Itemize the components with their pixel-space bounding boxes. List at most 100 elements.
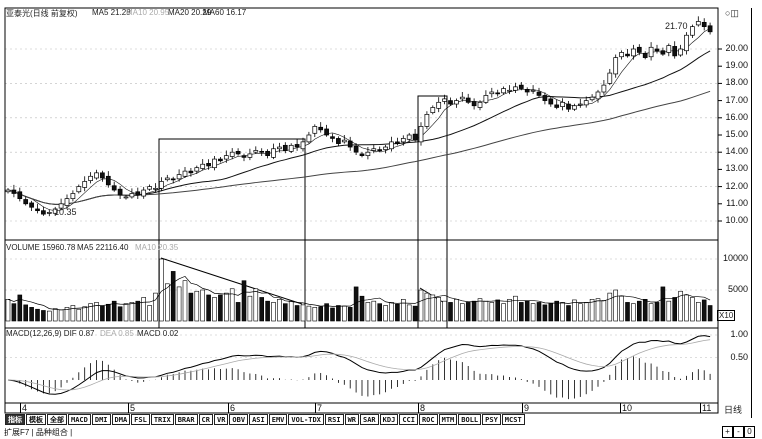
candle-body [589,96,595,101]
volume-bar [377,303,383,322]
indicator-tab-cci[interactable]: CCI [399,414,418,425]
volume-bar [330,307,335,322]
indicator-tab-sar[interactable]: SAR [360,414,379,425]
candle-body [159,181,164,189]
indicator-tab-dma[interactable]: DMA [111,414,131,425]
candle-body [5,189,11,193]
volume-bar [430,294,436,322]
candle-body [153,187,158,190]
indicator-tab-emv[interactable]: EMV [268,414,288,425]
indicator-tab-roc[interactable]: ROC [418,414,438,425]
settings-icon[interactable]: ○◫ [725,8,739,18]
indicator-tab-指标[interactable]: 指标 [5,414,25,425]
volume-bar [489,302,495,322]
volume-bar [135,300,141,322]
indicator-tab-brar[interactable]: BRAR [174,414,198,425]
indicator-tab-psy[interactable]: PSY [482,414,501,425]
zoom-reset-button[interactable]: 0 [744,426,755,438]
candle-body [377,149,383,151]
volume-bar [424,292,430,322]
candle-body [465,97,471,103]
indicator-tab-trix[interactable]: TRIX [150,414,174,425]
zoom-out-button[interactable]: - [733,426,744,438]
right-scrollbar[interactable] [751,8,762,418]
indicator-tab-rsi[interactable]: RSI [324,414,344,425]
candle-body [229,151,235,157]
indicator-tab-dmi[interactable]: DMI [91,414,111,425]
volume-bar [200,289,205,322]
volume-bar [625,302,630,322]
candle-body [424,114,430,127]
volume-bar [501,303,506,322]
volume-bar [406,304,412,322]
footer-tabs[interactable]: 扩展F7 | 品种组合 | [4,428,73,437]
indicator-tab-模板[interactable]: 模板 [26,414,46,425]
volume-bar [70,305,76,322]
indicator-tab-obv[interactable]: OBV [229,414,249,425]
volume-bar [524,300,530,322]
candle-body [418,126,424,143]
volume-bar [11,303,17,322]
volume-bar [277,298,282,322]
candle-body [389,141,394,150]
candle-body [259,150,265,153]
volume-bar [418,289,424,322]
indicator-tab-fsl[interactable]: FSL [131,414,150,425]
volume-tick-label: 5000 [727,284,748,294]
indicator-tab-mcst[interactable]: MCST [501,414,525,425]
candle-body [524,89,530,93]
candle-body [619,52,624,58]
indicator-tab-全部[interactable]: 全部 [47,414,67,425]
indicator-tab-vol-tdx[interactable]: VOL-TDX [288,414,324,425]
candle-body [129,193,135,198]
candle-body [241,155,247,158]
moving-average-lines [7,28,711,211]
candle-body [548,98,554,105]
indicator-tab-vr[interactable]: VR [213,414,229,425]
ma5-value: MA5 21.28 [92,8,131,17]
volume-bar [412,305,418,322]
volume-bar [631,303,636,322]
volume-bar [548,303,554,322]
candle-body [312,126,318,134]
volume-bar [294,305,300,322]
candle-body [513,86,518,91]
volume-ma5: MA5 22116.40 [77,243,129,252]
candle-body [164,177,170,181]
volume-bar [471,300,477,322]
zoom-in-button[interactable]: + [722,426,733,438]
date-tick-label: 10 [620,403,633,413]
indicator-tab-wr[interactable]: WR [344,414,359,425]
candle-body [607,72,613,84]
candle-body [212,158,217,169]
candle-body [88,175,93,181]
indicator-tab-cr[interactable]: CR [198,414,213,425]
price-tick-label: 11.00 [726,197,748,208]
candle-body [265,150,270,156]
ma60-value: MA60 16.17 [203,8,247,17]
indicator-tab-boll[interactable]: BOLL [458,414,482,425]
volume-bar [247,295,253,322]
volume-bar [595,298,601,322]
volume-unit-badge: X10 [717,310,736,321]
candle-body [690,26,695,36]
volume-bar [170,271,176,322]
volume-bar [672,297,678,322]
candle-body [235,150,241,155]
volume-bar [182,280,188,322]
low-price-label: 10.35 [54,207,77,217]
indicator-tab-macd[interactable]: MACD [68,414,91,425]
volume-bar [448,302,453,322]
volume-bar [690,297,695,322]
price-tick-label: 10.00 [725,215,748,225]
volume-bar [536,302,542,322]
volume-bar [684,294,689,322]
ma20-value: MA20 20.29 [168,8,212,17]
volume-bar [82,306,87,322]
candle-body [654,48,660,52]
high-price-label: 21.70 [665,21,688,31]
indicator-tab-asi[interactable]: ASI [249,414,268,425]
volume-bar [41,310,46,322]
indicator-tab-kdj[interactable]: KDJ [379,414,399,425]
indicator-tab-mtm[interactable]: MTM [438,414,458,425]
